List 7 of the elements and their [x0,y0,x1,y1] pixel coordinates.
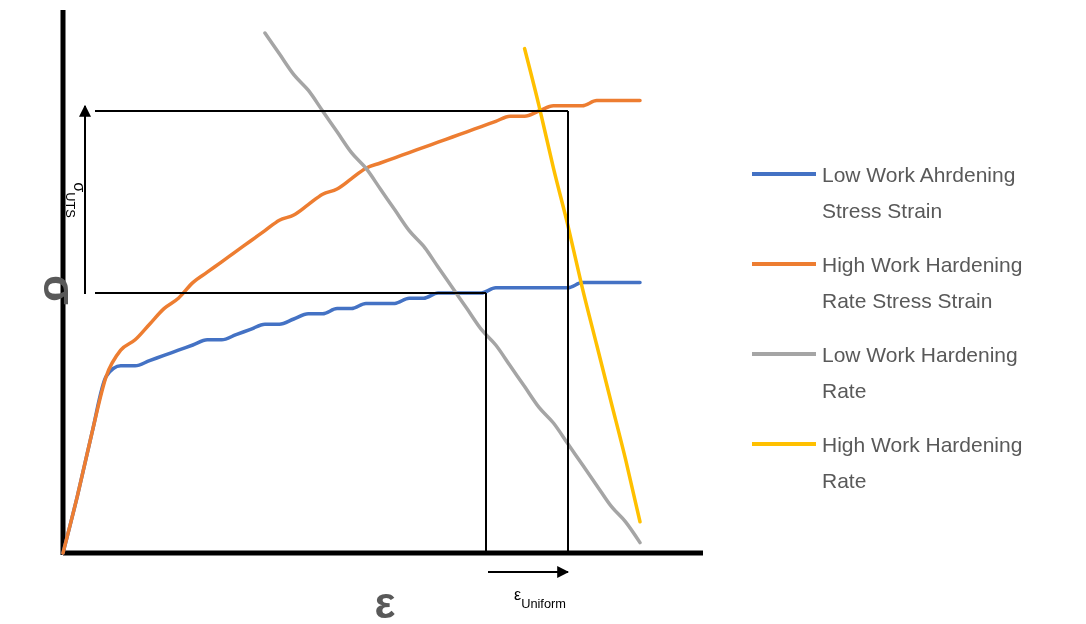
legend-label: Low Work Hardening Rate [822,343,1018,402]
text: ε$_{Uniform}$ [514,586,566,611]
x-axis-title: ε [374,578,396,624]
legend-label: Low Work Ahrdening Stress Strain [822,163,1016,222]
legend-label: High Work Hardening Rate Stress Strain [822,253,1023,312]
y-axis-title: σ [35,274,84,306]
legend-label: High Work Hardening Rate [822,433,1023,492]
